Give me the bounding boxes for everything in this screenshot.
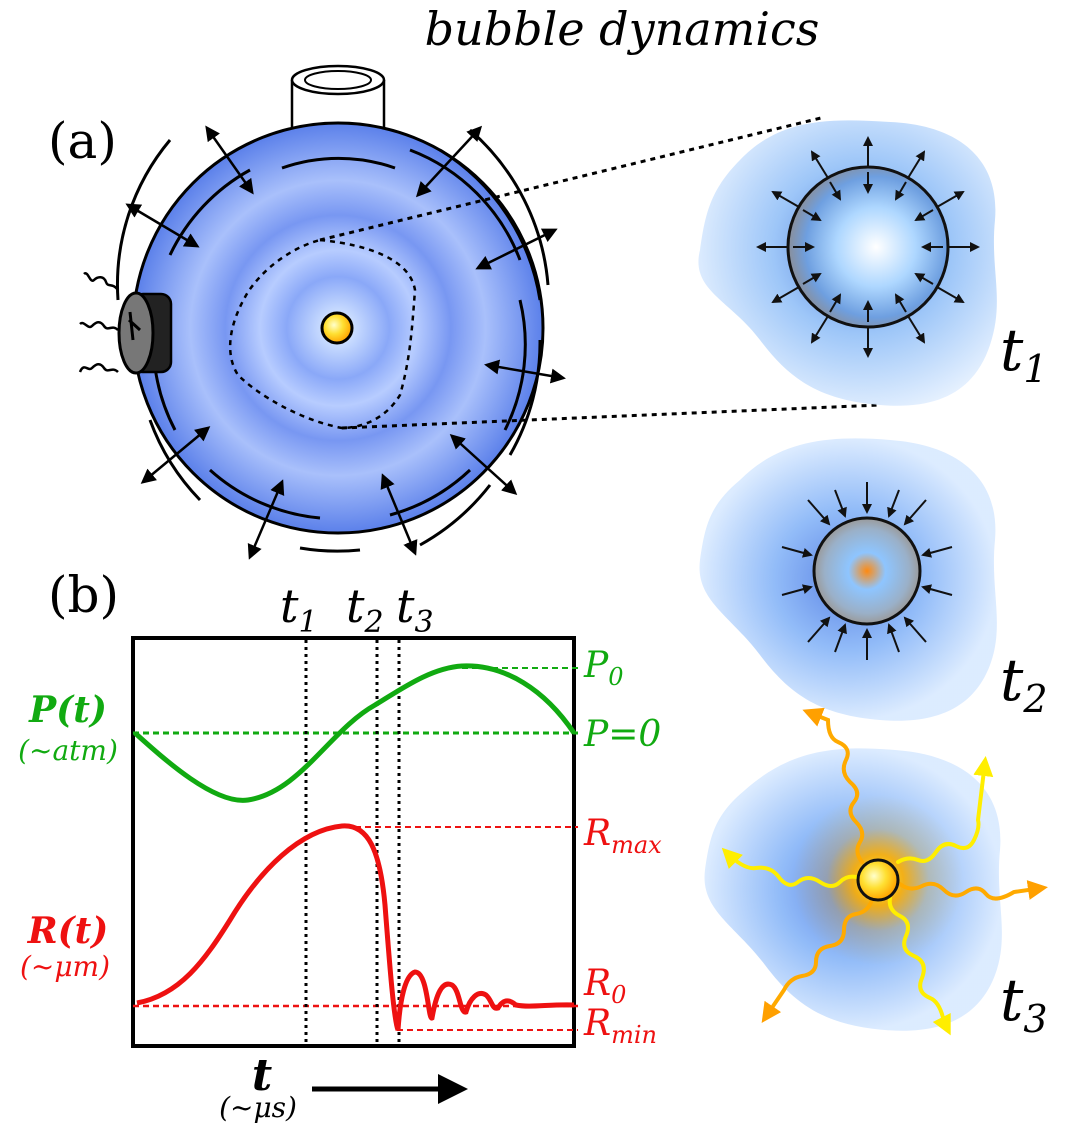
p-zero-label: P=0 xyxy=(583,714,661,755)
marker-t1-label: t1 xyxy=(280,579,318,640)
figure-title: bubble dynamics xyxy=(425,2,820,56)
x-unit: (~μs) xyxy=(219,1091,297,1124)
r-label: R(t) xyxy=(27,910,109,952)
zoom-lines xyxy=(319,115,881,430)
compression-arrows xyxy=(781,482,953,660)
pressure-curve xyxy=(133,663,577,803)
oscillation-arrows xyxy=(125,125,566,560)
light-emission-waves xyxy=(721,707,1048,1036)
plot-frame xyxy=(131,636,576,1048)
p-unit: (~atm) xyxy=(18,734,118,767)
vibration-wave-bottom xyxy=(78,363,119,373)
bubble-compressed xyxy=(812,516,922,626)
marker-t2-label: t2 xyxy=(346,579,384,640)
p-label: P(t) xyxy=(28,689,107,731)
reference-lines xyxy=(133,667,578,1031)
radius-curve xyxy=(136,823,575,1031)
rmin-label: Rmin xyxy=(583,1003,657,1049)
x-axis-label: t (~μs) xyxy=(219,1050,468,1124)
inset-t1: t1 xyxy=(698,120,1048,406)
bubble-collapsed xyxy=(856,858,900,902)
x-label: t xyxy=(252,1050,272,1101)
inset-t2-label: t2 xyxy=(1000,646,1048,721)
inset-t3-label: t3 xyxy=(1000,966,1048,1041)
outward-arrows xyxy=(756,136,980,358)
reference-labels: P0 P=0 Rmax R0 Rmin xyxy=(583,645,662,1049)
p0-label: P0 xyxy=(583,645,624,691)
r-unit: (~μm) xyxy=(20,950,110,983)
inset-t3: t3 xyxy=(704,707,1048,1041)
inset-t1-label: t1 xyxy=(1000,316,1048,391)
y-axis-labels: P(t) (~atm) R(t) (~μm) xyxy=(18,689,118,983)
marker-t3-label: t3 xyxy=(396,579,434,640)
panel-b-label: (b) xyxy=(48,566,119,624)
vibration-wave-mid xyxy=(79,321,119,331)
inward-arrows xyxy=(793,172,943,322)
time-markers: t1 t2 t3 xyxy=(280,579,434,640)
bubble xyxy=(320,311,354,345)
time-lines xyxy=(304,640,401,1044)
panel-a-label: (a) xyxy=(48,112,117,170)
r0-label: R0 xyxy=(583,963,626,1009)
rmax-label: Rmax xyxy=(583,813,662,859)
vibration-wave-top xyxy=(83,272,119,291)
inset-t2: t2 xyxy=(699,438,1048,721)
transducer xyxy=(78,272,173,375)
